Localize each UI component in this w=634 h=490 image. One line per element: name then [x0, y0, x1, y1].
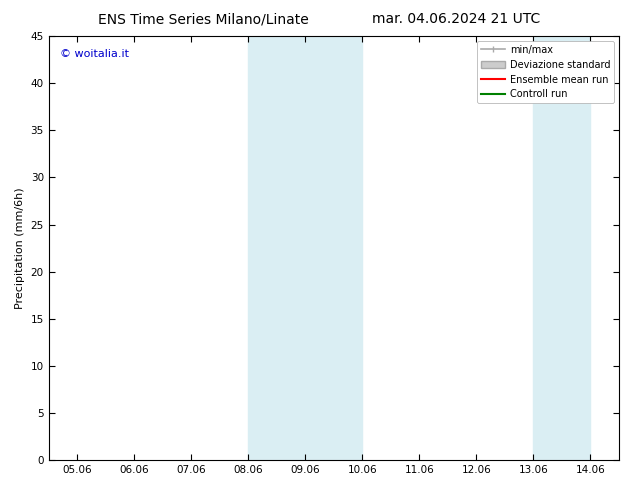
Bar	[306, 36, 363, 460]
Text: © woitalia.it: © woitalia.it	[60, 49, 129, 59]
Text: mar. 04.06.2024 21 UTC: mar. 04.06.2024 21 UTC	[372, 12, 541, 26]
Text: ENS Time Series Milano/Linate: ENS Time Series Milano/Linate	[98, 12, 308, 26]
Bar	[249, 36, 306, 460]
Y-axis label: Precipitation (mm/6h): Precipitation (mm/6h)	[15, 187, 25, 309]
Legend: min/max, Deviazione standard, Ensemble mean run, Controll run: min/max, Deviazione standard, Ensemble m…	[477, 41, 614, 103]
Bar	[533, 36, 590, 460]
